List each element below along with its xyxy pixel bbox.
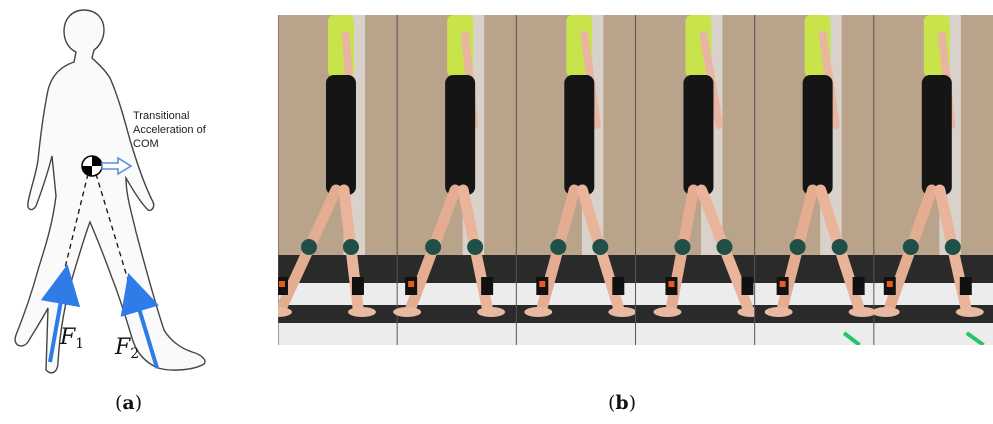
human-silhouette: [14, 9, 206, 374]
ankle-sensor: [959, 277, 972, 295]
knee-brace: [550, 239, 567, 255]
front-foot: [848, 307, 877, 317]
floor-stripe: [516, 323, 636, 345]
force-arrow-f2: [120, 272, 159, 369]
shorts: [921, 75, 952, 195]
sensor-light: [886, 281, 893, 287]
knee-brace: [831, 239, 848, 255]
floor-stripe: [635, 323, 755, 345]
com-symbol: [81, 155, 103, 177]
annotation-line-1: Transitional: [133, 110, 190, 122]
floor-stripe: [754, 323, 874, 345]
gait-photo-strip: [278, 15, 993, 345]
shorts: [564, 75, 595, 195]
shorts: [683, 75, 714, 195]
floor-marker: [842, 331, 861, 345]
com-acceleration-label: Transitional Acceleration of COM: [133, 109, 206, 151]
caption-a: (a): [115, 392, 143, 414]
knee-brace: [944, 239, 961, 255]
force-arrow-f1: [40, 264, 81, 363]
sensor-light: [278, 281, 285, 287]
rear-foot: [278, 307, 292, 317]
front-foot: [347, 307, 376, 317]
sensor-light: [668, 281, 675, 287]
shorts: [445, 75, 476, 195]
knee-brace: [902, 239, 919, 255]
annotation-line-2: Acceleration of: [133, 124, 206, 136]
ankle-sensor: [852, 277, 865, 295]
knee-brace: [300, 239, 317, 255]
floor-stripe: [635, 283, 755, 305]
ankle-sensor: [612, 277, 625, 295]
front-foot: [955, 307, 984, 317]
ankle-sensor: [741, 277, 754, 295]
dashed-line-front: [95, 173, 129, 281]
floor-marker: [965, 331, 985, 345]
ankle-sensor: [351, 277, 364, 295]
rear-foot: [524, 307, 553, 317]
knee-brace: [789, 239, 806, 255]
knee-brace: [467, 239, 484, 255]
knee-brace: [592, 239, 609, 255]
front-foot: [608, 307, 637, 317]
knee-brace: [716, 239, 733, 255]
panel-b-photo-sequence: [278, 15, 993, 345]
annotation-line-3: COM: [133, 138, 159, 150]
rear-foot: [393, 307, 422, 317]
ankle-sensor: [481, 277, 494, 295]
front-foot: [477, 307, 506, 317]
sensor-light: [408, 281, 415, 287]
rear-foot: [764, 307, 793, 317]
knee-brace: [425, 239, 442, 255]
panel-a-diagram: Transitional Acceleration of COM F1 F2: [0, 0, 270, 424]
shorts: [325, 75, 356, 195]
sensor-light: [539, 281, 546, 287]
floor-stripe: [278, 283, 398, 305]
rear-foot: [871, 307, 900, 317]
rear-foot: [653, 307, 682, 317]
acceleration-arrow: [101, 156, 133, 176]
caption-b: (b): [608, 392, 637, 414]
floor-stripe: [873, 323, 993, 345]
walking-figure-svg: [14, 9, 206, 374]
floor-stripe: [397, 323, 517, 345]
force-label-f1: F1: [60, 325, 85, 352]
sensor-light: [779, 281, 786, 287]
knee-brace: [342, 239, 359, 255]
floor-stripe: [278, 323, 398, 345]
knee-brace: [674, 239, 691, 255]
force-label-f2: F2: [115, 335, 140, 362]
shorts: [802, 75, 833, 195]
dashed-line-rear: [63, 173, 89, 273]
